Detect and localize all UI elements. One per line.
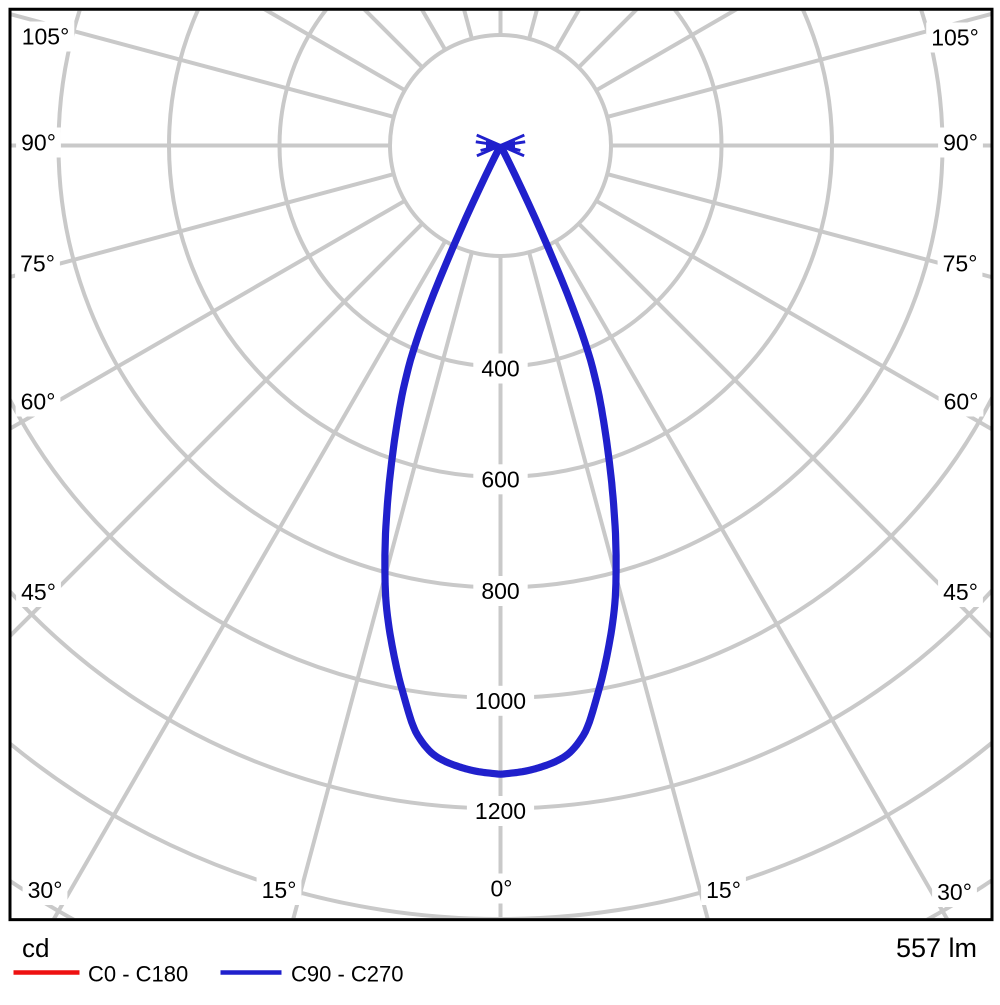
svg-text:557 lm: 557 lm — [896, 933, 977, 963]
svg-text:600: 600 — [481, 466, 519, 492]
svg-text:15°: 15° — [706, 877, 741, 903]
svg-text:75°: 75° — [943, 251, 978, 277]
svg-text:105°: 105° — [22, 24, 70, 50]
svg-text:cd: cd — [22, 933, 49, 963]
svg-text:C0 - C180: C0 - C180 — [88, 962, 188, 987]
svg-text:800: 800 — [481, 578, 519, 604]
svg-text:90°: 90° — [21, 130, 56, 156]
svg-text:45°: 45° — [21, 579, 56, 605]
svg-text:30°: 30° — [28, 877, 63, 903]
svg-text:105°: 105° — [931, 25, 979, 51]
svg-text:C90 - C270: C90 - C270 — [291, 962, 404, 987]
svg-text:1200: 1200 — [475, 798, 526, 824]
svg-text:75°: 75° — [20, 251, 55, 277]
svg-text:15°: 15° — [262, 877, 297, 903]
svg-text:45°: 45° — [943, 579, 978, 605]
svg-text:1000: 1000 — [475, 688, 526, 714]
svg-text:60°: 60° — [944, 389, 979, 415]
svg-text:60°: 60° — [21, 389, 56, 415]
svg-text:400: 400 — [481, 356, 519, 382]
svg-text:90°: 90° — [943, 130, 978, 156]
svg-text:0°: 0° — [491, 876, 513, 902]
svg-text:30°: 30° — [937, 879, 972, 905]
